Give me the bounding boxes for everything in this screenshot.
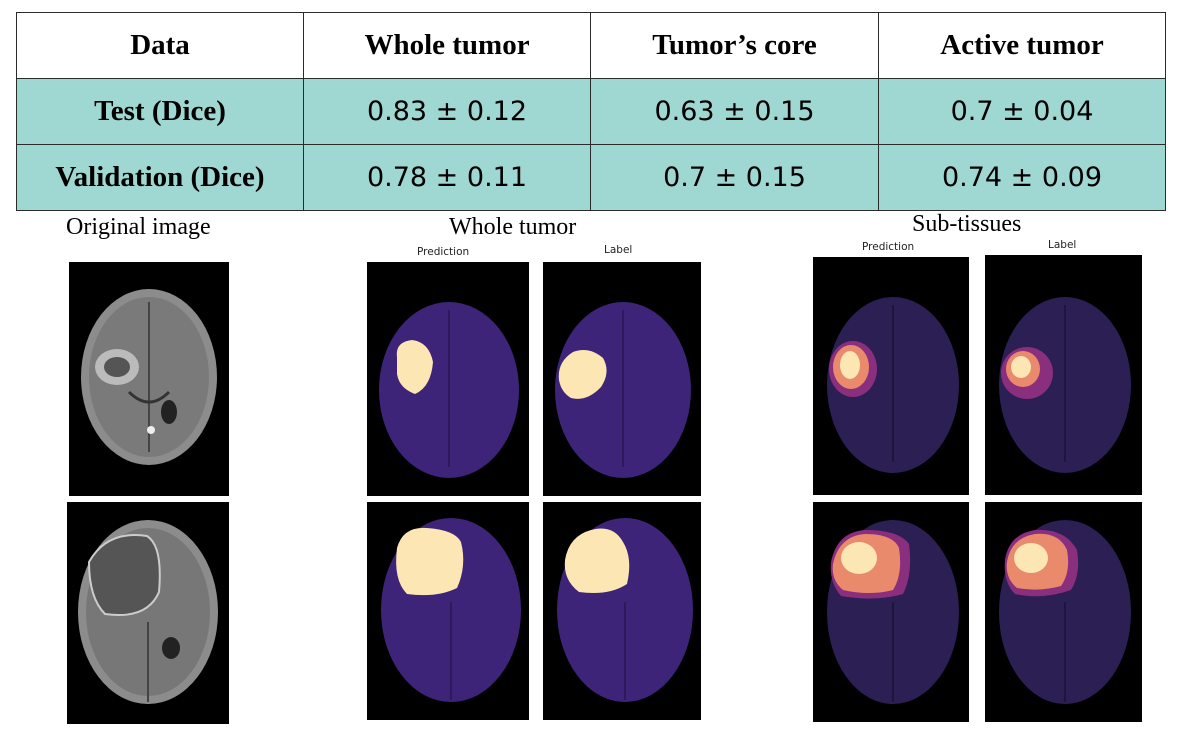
header-active-tumor: Active tumor — [878, 12, 1166, 79]
header-data: Data — [16, 12, 304, 79]
test-tumor-core-dice: 0.63 ± 0.15 — [590, 78, 879, 145]
test-whole-tumor-dice: 0.83 ± 0.12 — [303, 78, 591, 145]
row-label-validation: Validation (Dice) — [16, 144, 304, 211]
mri-slice-graphic — [81, 289, 217, 465]
sub-prediction-graphic — [827, 520, 959, 704]
whole-label-graphic — [557, 518, 693, 702]
mri-slice-graphic — [78, 520, 218, 704]
whole-tumor-prediction-2 — [367, 502, 529, 720]
validation-whole-tumor-dice: 0.78 ± 0.11 — [303, 144, 591, 211]
whole-tumor-label-1 — [543, 262, 701, 496]
table-row-validation: Validation (Dice) 0.78 ± 0.11 0.7 ± 0.15… — [16, 144, 1166, 211]
sub-tissues-label-1 — [985, 255, 1142, 495]
whole-tumor-label-2 — [543, 502, 701, 720]
row-label-test: Test (Dice) — [16, 78, 304, 145]
original-mri-slice-1 — [69, 262, 229, 496]
sub-prediction-graphic — [827, 297, 959, 473]
validation-tumor-core-dice: 0.7 ± 0.15 — [590, 144, 879, 211]
sub-label-graphic — [999, 297, 1131, 473]
sub-tissues-prediction-2 — [813, 502, 969, 722]
header-tumor-core: Tumor’s core — [590, 12, 879, 79]
original-image-title: Original image — [66, 214, 211, 240]
original-mri-slice-2 — [67, 502, 229, 724]
whole-prediction-label: Prediction — [417, 246, 470, 258]
sub-label-graphic — [999, 520, 1131, 704]
whole-tumor-prediction-1 — [367, 262, 529, 496]
results-table: Data Whole tumor Tumor’s core Active tum… — [16, 12, 1166, 211]
sub-tissues-prediction-1 — [813, 257, 969, 495]
table-row-test: Test (Dice) 0.83 ± 0.12 0.63 ± 0.15 0.7 … — [16, 78, 1166, 145]
test-active-tumor-dice: 0.7 ± 0.04 — [878, 78, 1166, 145]
validation-active-tumor-dice: 0.74 ± 0.09 — [878, 144, 1166, 211]
header-whole-tumor: Whole tumor — [303, 12, 591, 79]
sub-prediction-label: Prediction — [862, 241, 915, 253]
whole-label-graphic — [555, 302, 691, 478]
sub-tissues-title: Sub-tissues — [912, 211, 1022, 237]
whole-tumor-title: Whole tumor — [449, 214, 577, 240]
whole-label-label: Label — [604, 244, 633, 256]
sub-tissues-label-2 — [985, 502, 1142, 722]
sub-label-label: Label — [1048, 239, 1077, 251]
whole-prediction-graphic — [379, 302, 519, 478]
table-header-row: Data Whole tumor Tumor’s core Active tum… — [16, 12, 1166, 79]
whole-prediction-graphic — [381, 518, 521, 702]
